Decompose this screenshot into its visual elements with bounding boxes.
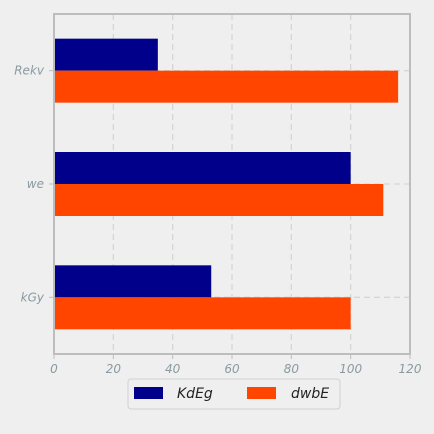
x-tick-label: 60 xyxy=(224,362,240,376)
legend-box xyxy=(127,378,341,410)
x-tick-label: 100 xyxy=(339,362,362,376)
bar-dwbE-kGy xyxy=(54,297,351,330)
x-axis-ticks: 0 20 40 60 80 100 120 xyxy=(50,354,422,376)
bar-dwbE-we xyxy=(54,184,384,216)
legend-label-dwbE: dwbE xyxy=(291,386,329,402)
legend-swatch-dwbE xyxy=(247,387,276,399)
y-category-label: we xyxy=(27,177,44,191)
bar-KdEg-Rekv xyxy=(54,38,158,71)
legend-label-KdEg: KdEg xyxy=(177,386,213,402)
x-tick-label: 120 xyxy=(399,362,422,376)
bars-group xyxy=(54,38,399,330)
bar-dwbE-Rekv xyxy=(54,70,399,103)
bar-KdEg-kGy xyxy=(54,265,212,298)
y-category-label: kGy xyxy=(21,290,45,304)
y-axis-labels: Rekv we kGy xyxy=(14,64,54,304)
x-tick-label: 40 xyxy=(165,362,181,376)
legend: KdEg dwbE xyxy=(127,378,341,410)
x-tick-label: 80 xyxy=(284,362,300,376)
x-tick-label: 0 xyxy=(50,362,58,376)
bar-KdEg-we xyxy=(54,152,351,184)
y-category-label: Rekv xyxy=(14,64,45,78)
legend-swatch-KdEg xyxy=(134,387,163,399)
x-tick-label: 20 xyxy=(106,362,122,376)
